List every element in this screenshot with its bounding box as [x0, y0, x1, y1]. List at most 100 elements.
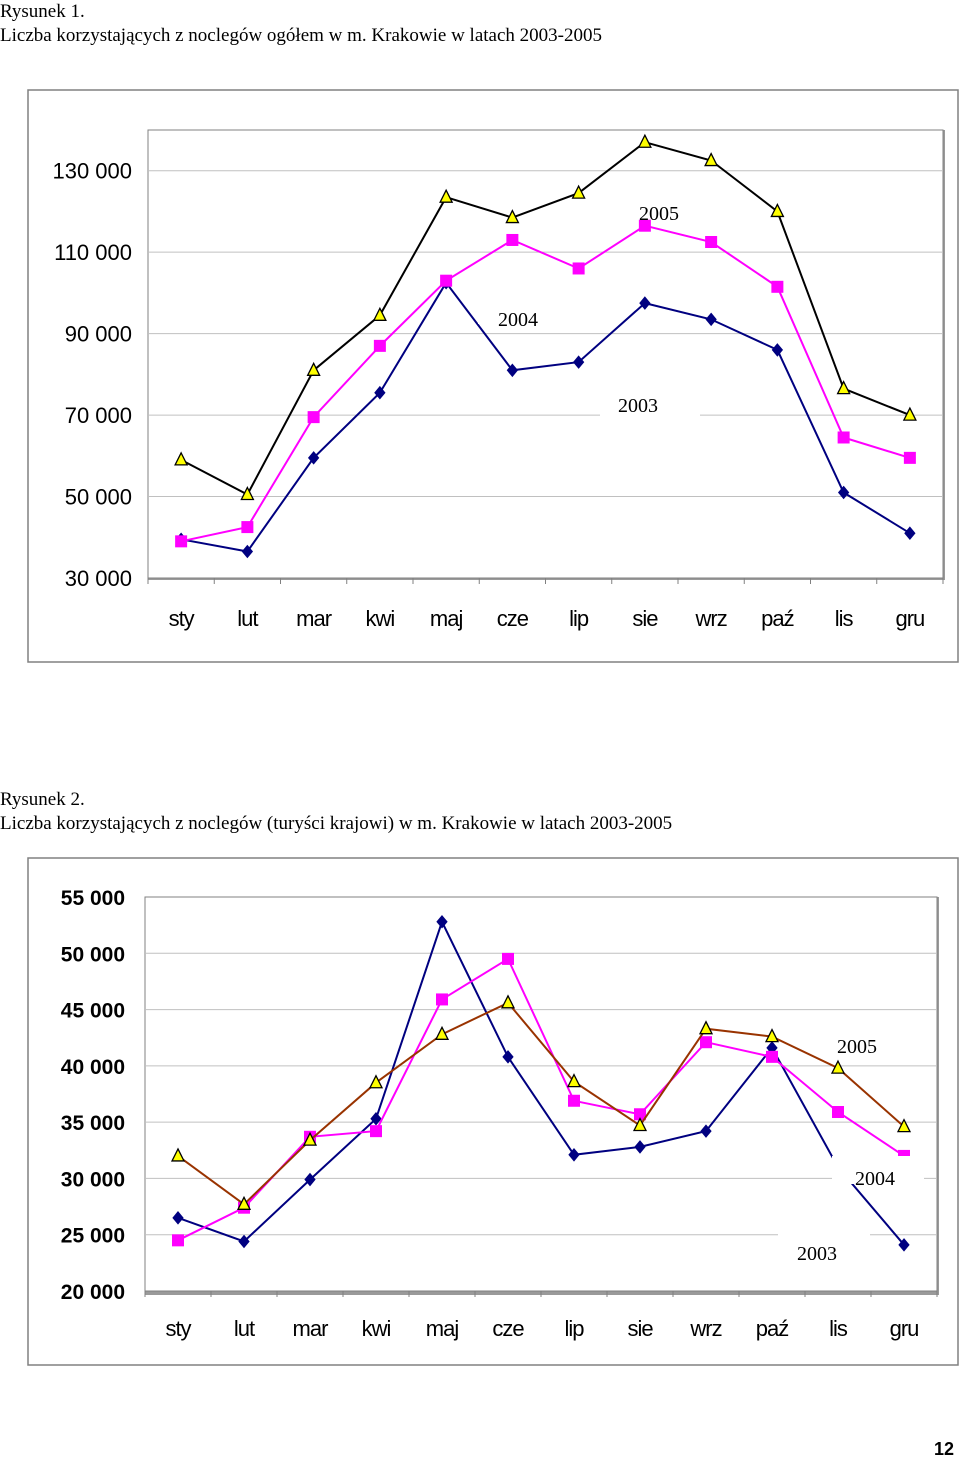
chart-2-x-tick-label: wrz — [689, 1316, 721, 1341]
chart-1-marker-2005 — [240, 486, 255, 501]
chart-2-x-tick-label: sty — [165, 1316, 191, 1341]
chart-1-y-tick-label: 110 000 — [54, 240, 132, 265]
figure1-caption-block: Rysunek 1. Liczba korzystających z nocle… — [0, 0, 602, 48]
chart-2-series-line-2004 — [177, 957, 905, 1242]
chart-2-marker-2004 — [568, 1094, 580, 1107]
chart-2-series-label-bg — [832, 1156, 924, 1184]
chart-1-marker-2004 — [440, 274, 453, 287]
chart-1-marker-2004 — [241, 521, 254, 534]
chart-1-marker-2003 — [241, 544, 254, 559]
chart-1-x-tick-label: gru — [895, 606, 924, 631]
figure2-caption: Liczba korzystających z noclegów (turyśc… — [0, 813, 673, 834]
chart-2-y-axis: 20 000 25 000 30 000 35 000 40 000 45 000 50 0… — [61, 887, 125, 1304]
chart-2-y-tick-label: 25 000 — [61, 1225, 125, 1248]
chart-1-x-tick-label: lut — [237, 606, 258, 631]
chart-1-marker-2004 — [638, 219, 651, 232]
chart-1-series-label: 2003 — [618, 395, 658, 417]
chart-2-marker-2004 — [766, 1050, 778, 1063]
chart-2-series-labels: 2003 2004 2005 — [778, 1026, 924, 1265]
chart-1-marker-2005 — [902, 406, 917, 421]
chart-2-x-tick-label: sie — [627, 1316, 653, 1341]
chart-1-x-tick-label: sie — [632, 606, 658, 631]
chart-1-series-label-bg — [600, 395, 700, 421]
chart-2-series — [170, 914, 912, 1252]
page-number: 12 — [933, 1439, 954, 1459]
chart-1-y-tick-label: 70 000 — [65, 403, 132, 428]
chart-1-marker-2005 — [571, 184, 586, 199]
chart-1-marker-2003 — [904, 526, 916, 540]
chart-2-series-label: 2005 — [837, 1036, 877, 1058]
chart-2-y-tick-label: 20 000 — [61, 1281, 125, 1304]
chart-1-series — [174, 133, 917, 559]
chart-2-series-label-bg — [778, 1230, 870, 1258]
chart-2-marker-2004 — [370, 1125, 382, 1138]
chart-1-marker-2005 — [174, 451, 189, 466]
chart-1-marker-2005 — [439, 188, 454, 203]
figure2-caption-block: Rysunek 2. Liczba korzystających z nocle… — [0, 788, 672, 836]
chart-1-series-label: 2005 — [639, 203, 679, 225]
chart-2-marker-2004 — [502, 952, 514, 965]
chart-1-marker-2003 — [374, 385, 386, 400]
chart-1-marker-2004 — [903, 451, 916, 464]
chart-2-marker-2003 — [502, 1050, 514, 1064]
chart-2-x-tick-label: maj — [426, 1316, 459, 1341]
chart-2-marker-2003 — [634, 1140, 646, 1154]
chart-2-series-label: 2004 — [855, 1168, 895, 1190]
chart-2-marker-2005 — [500, 994, 516, 1009]
chart-1-marker-2005 — [770, 203, 785, 218]
chart-2-marker-2004 — [634, 1108, 646, 1121]
chart-2-y-tick-label: 55 000 — [61, 887, 125, 910]
chart-1-marker-2004 — [837, 431, 850, 444]
chart-1-marker-2003 — [639, 296, 651, 310]
chart-1-y-tick-label: 90 000 — [65, 322, 132, 347]
chart-2-y-tick-label: 40 000 — [61, 1056, 125, 1079]
chart-2-marker-2005 — [368, 1074, 384, 1089]
chart-1-y-tick-label: 50 000 — [65, 485, 132, 510]
chart-2-x-tick-label: kwi — [362, 1316, 391, 1341]
chart-1-marker-2003 — [506, 363, 519, 378]
chart-1-series-line-2005 — [180, 141, 911, 496]
chart-2-x-tick-label: cze — [492, 1316, 524, 1341]
chart-1-series-line-2003 — [180, 280, 911, 553]
chart-2-marker-2005 — [830, 1059, 846, 1074]
chart-2-marker-2003 — [238, 1234, 250, 1249]
chart-1-series-line-2004 — [180, 224, 911, 543]
chart-1-marker-2004 — [373, 339, 386, 352]
chart-2-marker-2005 — [698, 1020, 714, 1035]
chart-2-marker-2003 — [568, 1148, 580, 1162]
chart-2-series-label: 2003 — [797, 1243, 837, 1265]
chart-2-x-tick-label: gru — [890, 1316, 919, 1341]
chart-2-plot-area — [144, 896, 938, 1292]
chart-1-marker-2003 — [572, 355, 585, 369]
chart-2-series-line-2005 — [177, 1001, 905, 1206]
figure1-label: Rysunek 1. — [0, 1, 85, 22]
chart-1-marker-2005 — [836, 380, 851, 395]
chart-1-marker-2004 — [506, 233, 519, 246]
chart-2-x-tick-label: mar — [293, 1316, 329, 1341]
chart-1-y-tick-label: 130 000 — [52, 159, 132, 184]
chart-1-x-tick-label: lis — [835, 606, 854, 631]
chart-2-marker-2003 — [304, 1172, 316, 1187]
chart-1-series-label: 2004 — [498, 309, 538, 331]
chart-1-y-axis: 30 000 50 000 70 000 90 000 110 000 130 000 — [52, 159, 132, 591]
chart-2-marker-2003 — [436, 914, 448, 929]
chart-2-marker-2005 — [434, 1025, 450, 1040]
chart-2-x-tick-label: lip — [564, 1316, 584, 1341]
chart-2-marker-2004 — [172, 1234, 184, 1247]
chart-2-marker-2003 — [172, 1211, 184, 1225]
chart-1-y-tick-label: 30 000 — [65, 566, 132, 591]
chart-2-x-tick-label: lut — [234, 1316, 255, 1341]
chart-2-marker-2005 — [632, 1117, 648, 1132]
chart-1-marker-2004 — [705, 236, 718, 248]
chart-2-x-tick-label: lis — [829, 1316, 848, 1341]
chart-1-series-labels: 2003 2004 2005 — [478, 193, 706, 421]
chart-1-x-tick-label: mar — [296, 606, 332, 631]
chart-2-x-axis: sty lut mar kwi maj cze lip sie wrz paź lis gru — [144, 1291, 938, 1341]
chart-1-marker-2005 — [306, 361, 321, 376]
chart-2-y-tick-label: 35 000 — [61, 1112, 125, 1135]
chart-2-marker-2005 — [764, 1028, 780, 1043]
chart-1-marker-2005 — [637, 133, 652, 148]
chart-1-series-label-bg — [620, 193, 706, 219]
chart-1-marker-2003 — [837, 485, 850, 500]
chart-1-total-guests: 30 000 50 000 70 000 90 000 110 000 130 000 s… — [27, 89, 959, 663]
